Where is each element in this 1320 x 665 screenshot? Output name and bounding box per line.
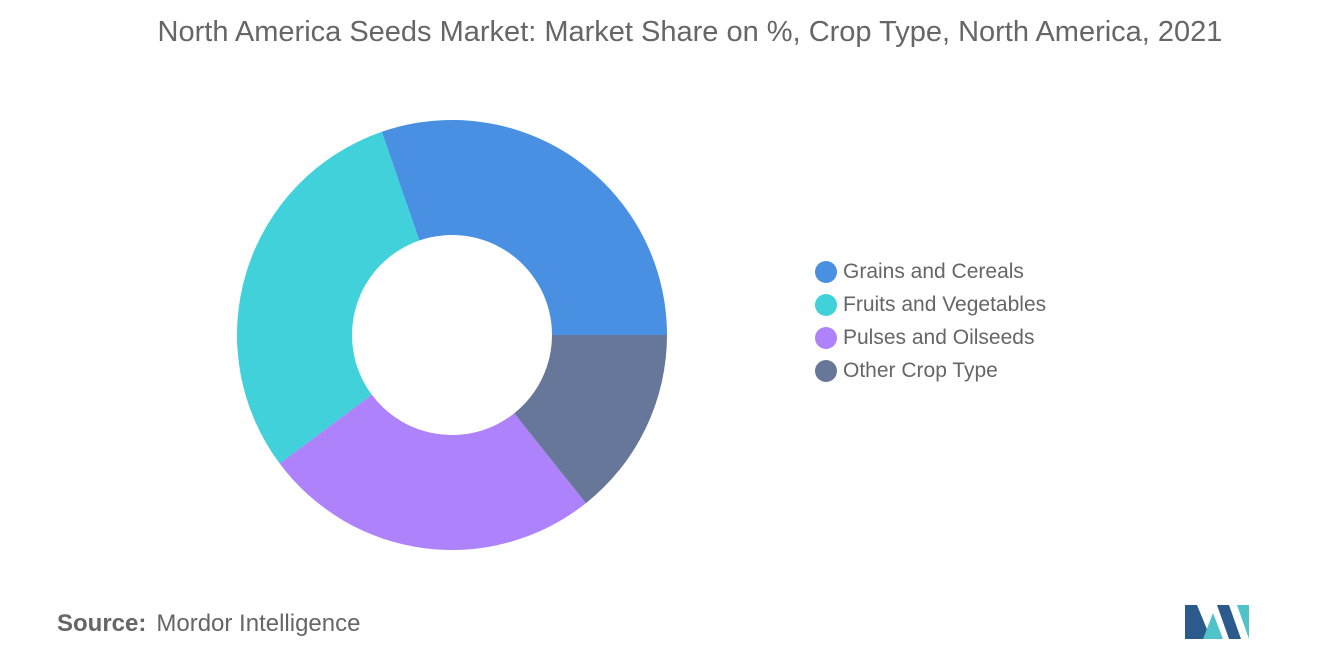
donut-slice-grains-and-cereals[interactable] [381, 120, 667, 336]
source-value: Mordor Intelligence [156, 610, 361, 637]
donut-slice-other-crop-type[interactable] [514, 335, 667, 504]
source-label: Source: [57, 610, 147, 637]
legend-item-other-crop-type[interactable]: Other Crop Type [815, 354, 1046, 387]
legend-label-grains-and-cereals: Grains and Cereals [843, 259, 1024, 283]
legend-swatch-other-crop-type [815, 359, 837, 382]
source-note: Source: Mordor Intelligence [57, 610, 360, 638]
donut-slice-pulses-and-oilseeds[interactable] [279, 394, 586, 550]
chart-title: North America Seeds Market: Market Share… [157, 16, 1223, 48]
legend-label-pulses-and-oilseeds: Pulses and Oilseeds [843, 325, 1035, 349]
chart-legend: Grains and Cereals Fruits and Vegetables… [815, 255, 1046, 387]
logo-shape-right-a [1217, 605, 1241, 639]
logo-shape-mid [1203, 613, 1223, 639]
legend-swatch-fruits-and-vegetables [815, 293, 837, 316]
mordor-intelligence-logo-icon [1185, 605, 1249, 639]
legend-item-fruits-and-vegetables[interactable]: Fruits and Vegetables [815, 288, 1046, 321]
legend-swatch-pulses-and-oilseeds [815, 326, 837, 349]
legend-item-pulses-and-oilseeds[interactable]: Pulses and Oilseeds [815, 321, 1046, 354]
logo-shape-right-b [1237, 605, 1249, 639]
legend-swatch-grains-and-cereals [815, 260, 837, 283]
donut-slice-fruits-and-vegetables[interactable] [237, 131, 420, 464]
legend-item-grains-and-cereals[interactable]: Grains and Cereals [815, 255, 1046, 288]
legend-label-other-crop-type: Other Crop Type [843, 358, 998, 382]
legend-label-fruits-and-vegetables: Fruits and Vegetables [843, 292, 1047, 316]
logo-shape-left [1185, 605, 1211, 639]
